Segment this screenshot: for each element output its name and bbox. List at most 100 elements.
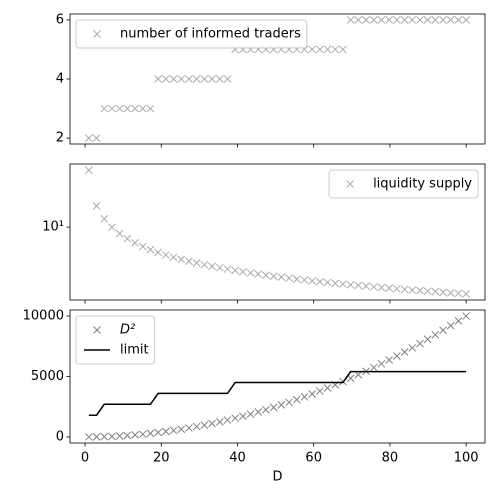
y-tick-label: 10000 — [23, 309, 64, 324]
legend-swatch — [346, 180, 354, 188]
marker — [354, 370, 363, 379]
marker — [423, 16, 432, 24]
marker — [200, 260, 209, 269]
marker — [131, 431, 139, 439]
marker — [146, 104, 155, 113]
marker — [92, 202, 101, 210]
marker — [115, 432, 124, 440]
marker — [346, 16, 355, 24]
x-axis-label: D — [272, 470, 282, 485]
legend-swatch — [93, 326, 101, 334]
marker — [215, 263, 224, 272]
marker — [154, 428, 162, 437]
legend-label: limit — [120, 343, 149, 358]
x-tick-label: 20 — [153, 451, 170, 466]
marker — [393, 284, 401, 293]
legend-label: D² — [120, 323, 135, 338]
marker — [192, 422, 201, 431]
marker — [285, 398, 293, 407]
marker — [377, 283, 386, 292]
marker — [331, 279, 340, 288]
marker — [454, 317, 463, 325]
marker — [377, 359, 386, 368]
legend: D² limit — [75, 315, 156, 365]
marker — [315, 45, 324, 54]
marker — [131, 104, 139, 113]
marker — [223, 265, 232, 274]
marker — [454, 289, 463, 298]
x-tick-label: 60 — [305, 451, 322, 466]
marker — [92, 432, 101, 441]
axes-frame — [69, 163, 486, 301]
marker — [362, 282, 370, 291]
y-tick-label: 2 — [56, 131, 64, 146]
marker — [439, 326, 447, 335]
marker — [154, 75, 162, 83]
marker — [393, 16, 401, 24]
marker — [200, 75, 209, 83]
marker — [123, 234, 132, 243]
marker — [300, 393, 309, 401]
marker — [115, 229, 124, 238]
marker — [416, 286, 424, 295]
y-tick-label: 4 — [56, 72, 64, 87]
marker — [146, 429, 155, 438]
marker — [446, 288, 455, 297]
marker — [369, 283, 378, 291]
marker — [115, 104, 124, 113]
marker — [400, 348, 409, 356]
marker — [400, 285, 409, 294]
marker — [239, 267, 247, 276]
marker — [108, 223, 116, 232]
marker — [369, 16, 378, 24]
marker — [100, 432, 109, 441]
marker — [439, 288, 447, 297]
marker — [393, 352, 401, 360]
marker — [462, 312, 470, 320]
marker — [423, 287, 432, 296]
marker — [239, 412, 247, 421]
marker — [308, 45, 316, 54]
marker — [123, 104, 132, 113]
legend-box — [75, 19, 308, 49]
marker — [308, 390, 316, 398]
marker — [369, 363, 378, 372]
marker — [323, 384, 332, 392]
marker — [315, 387, 324, 395]
marker — [462, 16, 470, 24]
marker — [138, 430, 147, 439]
marker — [269, 403, 278, 412]
line — [88, 370, 467, 416]
marker — [208, 262, 216, 271]
marker — [431, 287, 440, 296]
marker — [231, 266, 240, 275]
marker — [208, 419, 216, 428]
marker — [292, 395, 301, 404]
y-tick-label: 10¹ — [42, 220, 64, 235]
marker — [292, 275, 301, 283]
marker — [277, 401, 286, 409]
marker — [169, 75, 178, 83]
marker — [161, 75, 170, 83]
marker — [177, 255, 186, 264]
marker — [215, 417, 224, 426]
marker — [408, 286, 417, 294]
marker — [192, 75, 201, 83]
marker — [439, 16, 447, 24]
marker — [100, 104, 109, 113]
marker — [354, 281, 363, 290]
marker — [377, 16, 386, 24]
marker — [154, 248, 162, 257]
y-tick-label: 0 — [56, 429, 64, 444]
marker — [431, 330, 440, 339]
marker — [308, 277, 316, 285]
marker — [177, 425, 186, 434]
marker — [416, 339, 424, 348]
marker — [254, 408, 263, 416]
marker — [123, 431, 132, 440]
marker — [231, 414, 240, 423]
marker — [300, 276, 309, 284]
marker — [192, 259, 201, 267]
marker — [254, 270, 263, 278]
marker — [169, 426, 178, 435]
